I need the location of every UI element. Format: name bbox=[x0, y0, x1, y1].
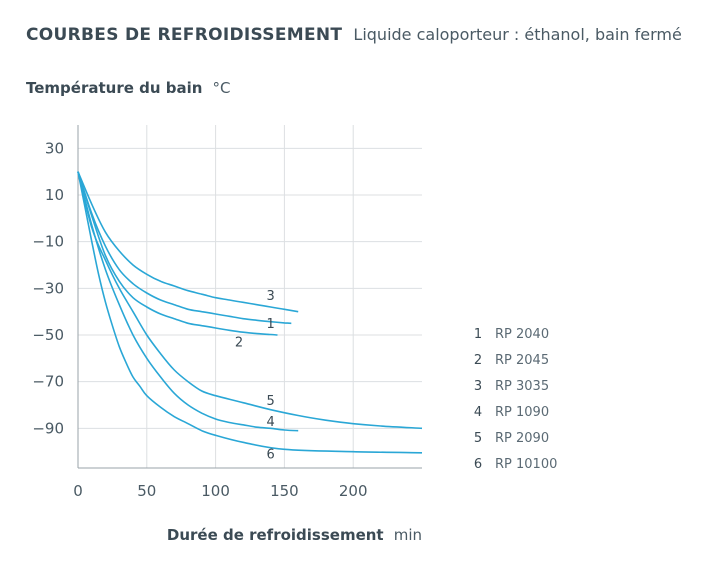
y-tick-label: −90 bbox=[32, 419, 64, 437]
legend-name-5: RP 2090 bbox=[495, 431, 549, 446]
x-tick-label: 100 bbox=[201, 482, 230, 500]
chart-title: COURBES DE REFROIDISSEMENT Liquide calop… bbox=[26, 25, 682, 45]
curve-4 bbox=[77, 171, 299, 432]
curve-labels: 3 1 2 5 4 6 bbox=[235, 289, 275, 463]
curve-label-3: 3 bbox=[266, 289, 274, 304]
y-tick-label: −70 bbox=[32, 373, 64, 391]
x-tick-label: 0 bbox=[73, 482, 83, 500]
legend-name-1: RP 2040 bbox=[495, 327, 549, 342]
curve-5 bbox=[77, 171, 423, 430]
curve-3 bbox=[77, 171, 299, 313]
legend-number-2: 2 bbox=[474, 353, 482, 368]
chart-subtitle: Liquide caloporteur : éthanol, bain ferm… bbox=[353, 25, 681, 44]
curve-2 bbox=[77, 171, 278, 336]
curves bbox=[77, 171, 423, 454]
legend-number-5: 5 bbox=[474, 431, 482, 446]
curve-label-2: 2 bbox=[235, 336, 243, 351]
legend-number-4: 4 bbox=[474, 405, 482, 420]
y-tick-label: −50 bbox=[32, 326, 64, 344]
curve-label-5: 5 bbox=[266, 394, 274, 409]
curve-label-4: 4 bbox=[266, 415, 274, 430]
legend-name-4: RP 1090 bbox=[495, 405, 549, 420]
legend-name-2: RP 2045 bbox=[495, 353, 549, 368]
x-tick-label: 200 bbox=[339, 482, 368, 500]
x-tick-label: 50 bbox=[137, 482, 156, 500]
y-tick-label: 10 bbox=[45, 186, 64, 204]
legend: 1 RP 2040 2 RP 2045 3 RP 3035 4 RP 1090 5 RP 2090… bbox=[474, 327, 558, 472]
legend-number-6: 6 bbox=[474, 457, 482, 472]
curve-6 bbox=[77, 171, 423, 454]
y-tick-label: −30 bbox=[32, 279, 64, 297]
curve-1 bbox=[77, 171, 292, 325]
chart-title-main: COURBES DE REFROIDISSEMENT bbox=[26, 25, 342, 45]
legend-number-1: 1 bbox=[474, 327, 482, 342]
y-axis-label: Température du bain °C bbox=[26, 78, 231, 97]
tick-labels: 0 50 100 150 200 30 10 −10 −30 −50 −70 −90 bbox=[32, 139, 367, 500]
x-axis-label: Durée de refroidissement min bbox=[167, 525, 422, 544]
legend-name-6: RP 10100 bbox=[495, 457, 557, 472]
x-axis-label-text: Durée de refroidissement bbox=[167, 526, 384, 544]
curve-label-1: 1 bbox=[266, 317, 274, 332]
y-tick-label: −10 bbox=[32, 233, 64, 251]
legend-number-3: 3 bbox=[474, 379, 482, 394]
y-tick-label: 30 bbox=[45, 139, 64, 157]
y-axis-unit: °C bbox=[213, 79, 231, 97]
curve-label-6: 6 bbox=[266, 448, 274, 463]
x-axis-unit: min bbox=[394, 526, 422, 544]
grid-lines bbox=[78, 125, 422, 468]
x-tick-label: 150 bbox=[270, 482, 299, 500]
y-axis-label-text: Température du bain bbox=[26, 79, 202, 97]
legend-name-3: RP 3035 bbox=[495, 379, 549, 394]
axes bbox=[77, 125, 422, 469]
